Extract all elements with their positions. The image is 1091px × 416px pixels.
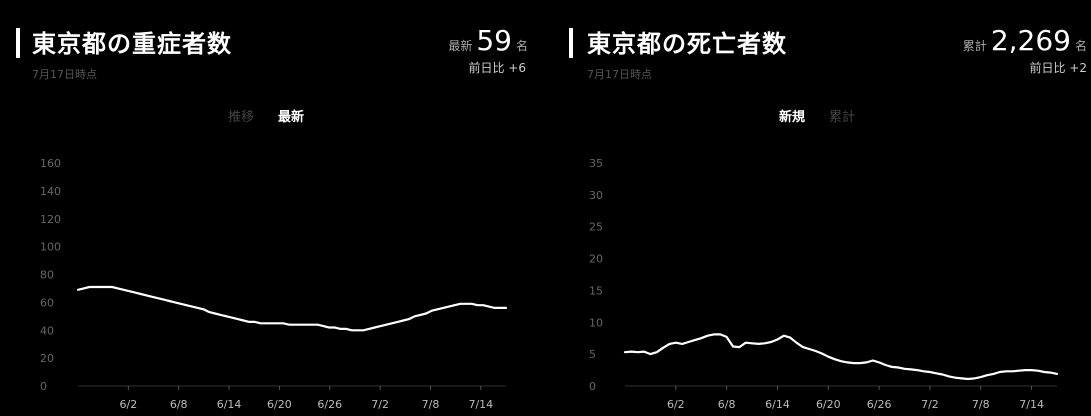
y-tick-label: 120 — [40, 213, 61, 226]
x-tick-label: 6/8 — [718, 398, 736, 411]
deaths-toggle: 新規 累計 — [767, 106, 867, 125]
deaths-change: 前日比 +2 — [1029, 61, 1087, 75]
y-tick-label: 40 — [40, 324, 54, 337]
y-tick-label: 10 — [589, 316, 603, 329]
y-tick-label: 60 — [40, 296, 54, 309]
severe-panel: 東京都の重症者数 7月17日時点 最新 59 名 前日比 +6 推移 最新 0 20 40… — [16, 24, 528, 411]
deaths-stat: 累計 2,269 名 — [963, 24, 1087, 57]
deaths-stat-unit: 名 — [1074, 39, 1087, 53]
y-tick-label: 15 — [589, 284, 603, 297]
severe-stat-value: 59 — [476, 24, 512, 57]
deaths-title: 東京都の死亡者数 — [587, 30, 787, 58]
deaths-tab-new[interactable]: 新規 — [779, 110, 806, 125]
severe-change: 前日比 +6 — [468, 61, 526, 75]
deaths-chart: 0 5 10 15 20 25 30 35 6/2 6/8 6/14 6/20 6/26 7/2 7/8 7/… — [589, 157, 1059, 411]
severe-as-of: 7月17日時点 — [32, 68, 97, 81]
x-tick-label: 7/2 — [921, 398, 939, 411]
series-line — [623, 333, 1059, 381]
deaths-stat-label: 累計 — [962, 39, 987, 53]
severe-chart: 0 20 40 60 80 100 120 140 160 6/2 6/8 6/14 6/20 6/26 7… — [40, 157, 508, 411]
severe-tab-latest[interactable]: 最新 — [278, 110, 305, 125]
severe-tab-trend[interactable]: 推移 — [228, 110, 255, 125]
deaths-as-of: 7月17日時点 — [587, 68, 652, 81]
y-tick-label: 35 — [589, 157, 603, 170]
deaths-tab-cumulative[interactable]: 累計 — [829, 110, 856, 125]
severe-stat-label: 最新 — [448, 39, 473, 53]
y-tick-label: 100 — [40, 241, 61, 254]
title-accent-bar — [16, 28, 20, 58]
y-tick-label: 20 — [40, 352, 54, 365]
x-tick-label: 6/14 — [217, 398, 242, 411]
severe-title: 東京都の重症者数 — [32, 30, 232, 58]
severe-stat-unit: 名 — [515, 39, 528, 53]
x-tick-label: 6/20 — [816, 398, 841, 411]
title-accent-bar — [569, 28, 573, 58]
x-tick-label: 7/14 — [468, 398, 493, 411]
x-tick-label: 7/2 — [371, 398, 389, 411]
y-tick-label: 5 — [589, 348, 596, 361]
deaths-stat-value: 2,269 — [990, 24, 1071, 57]
y-tick-label: 0 — [40, 380, 47, 393]
y-tick-label: 160 — [40, 157, 61, 170]
x-tick-label: 6/14 — [765, 398, 790, 411]
x-tick-label: 6/2 — [120, 398, 138, 411]
x-tick-label: 6/26 — [317, 398, 342, 411]
y-tick-label: 140 — [40, 185, 61, 198]
y-tick-label: 80 — [40, 269, 54, 282]
severe-stat: 最新 59 名 — [448, 24, 528, 57]
x-tick-label: 6/2 — [667, 398, 685, 411]
y-tick-label: 30 — [589, 189, 603, 202]
x-tick-label: 6/26 — [867, 398, 892, 411]
x-tick-label: 6/8 — [170, 398, 188, 411]
y-tick-label: 25 — [589, 221, 603, 234]
series-line — [76, 285, 508, 332]
severe-toggle: 推移 最新 — [216, 106, 316, 125]
y-tick-label: 20 — [589, 253, 603, 266]
x-tick-label: 7/8 — [972, 398, 990, 411]
x-tick-label: 7/14 — [1019, 398, 1044, 411]
x-tick-label: 7/8 — [422, 398, 440, 411]
x-tick-label: 6/20 — [267, 398, 292, 411]
y-tick-label: 0 — [589, 380, 596, 393]
